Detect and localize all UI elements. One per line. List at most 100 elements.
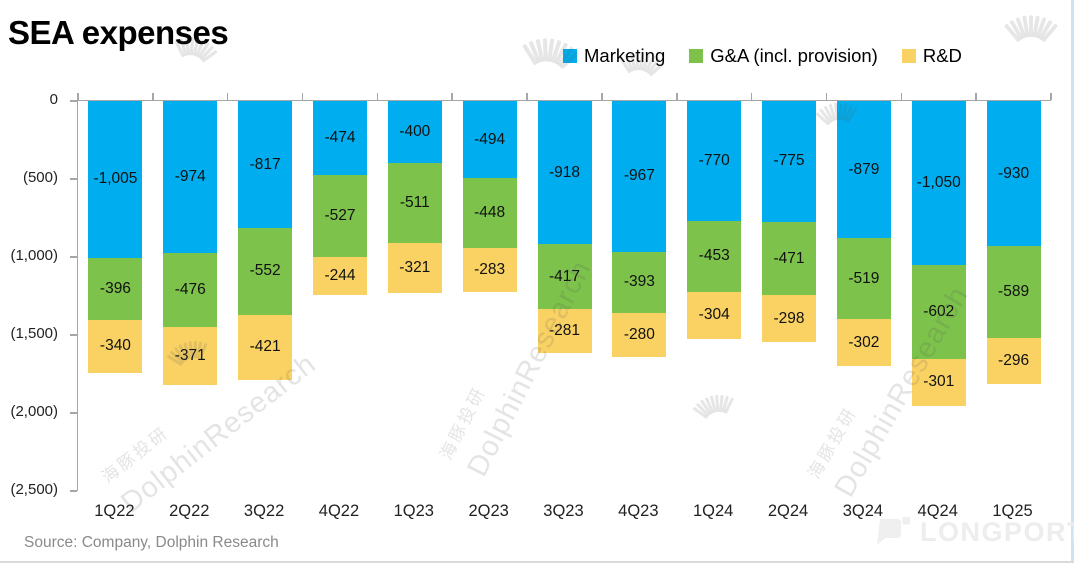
legend: Marketing G&A (incl. provision) R&D xyxy=(563,45,962,67)
x-tick-label-1Q25: 1Q25 xyxy=(992,502,1033,520)
segment-value-label: -321 xyxy=(399,259,431,277)
bar-segment-marketing-4Q22: -474 xyxy=(312,101,367,175)
segment-value-label: -519 xyxy=(848,269,880,287)
bar-segment-r-d-4Q23: -280 xyxy=(612,313,667,357)
y-axis-tick xyxy=(70,100,77,102)
y-axis-tick xyxy=(70,256,77,258)
bar-segment-marketing-1Q22: -1,005 xyxy=(88,101,143,258)
segment-value-label: -602 xyxy=(923,302,955,320)
legend-label: R&D xyxy=(922,45,962,66)
segment-value-label: -298 xyxy=(773,309,805,327)
y-axis-tick xyxy=(70,490,77,492)
segment-value-label: -340 xyxy=(99,337,131,355)
legend-swatch xyxy=(901,49,916,63)
bar-segment-g-a-incl-provision-4Q23: -393 xyxy=(612,251,667,314)
bar-segment-marketing-2Q24: -775 xyxy=(762,101,817,222)
legend-label: Marketing xyxy=(584,45,666,66)
legend-label: G&A (incl. provision) xyxy=(710,45,878,66)
x-tick-label-4Q23: 4Q23 xyxy=(618,502,659,520)
bar-segment-g-a-incl-provision-1Q23: -511 xyxy=(387,163,442,244)
bar-segment-r-d-3Q23: -281 xyxy=(537,309,592,354)
longport-wordmark: LONGPORT xyxy=(920,516,1074,547)
x-tick-label-4Q22: 4Q22 xyxy=(318,502,360,520)
x-tick-label-2Q24: 2Q24 xyxy=(767,502,809,520)
y-tick-label: (500) xyxy=(22,169,58,186)
y-tick-label: (1,000) xyxy=(10,247,58,264)
segment-value-label: -400 xyxy=(399,123,431,141)
bar-segment-g-a-incl-provision-3Q24: -519 xyxy=(836,238,891,320)
segment-value-label: -281 xyxy=(548,322,581,340)
legend-item-g-a-incl-provision: G&A (incl. provision) xyxy=(689,45,878,67)
segment-value-label: -476 xyxy=(174,281,206,299)
bar-segment-g-a-incl-provision-2Q23: -448 xyxy=(462,178,517,248)
segment-value-label: -817 xyxy=(249,155,281,173)
x-tick-label-2Q23: 2Q23 xyxy=(468,502,509,520)
segment-value-label: -302 xyxy=(848,333,880,351)
legend-item-marketing: Marketing xyxy=(563,45,665,67)
longport-logo: LONGPORT xyxy=(872,512,1074,552)
x-axis-tick xyxy=(601,93,603,100)
x-tick-label-1Q23: 1Q23 xyxy=(393,502,434,520)
x-axis-tick xyxy=(975,93,977,100)
dolphin-logo-watermark-icon xyxy=(1002,2,1060,65)
bar-segment-r-d-2Q22: -371 xyxy=(163,327,218,386)
segment-value-label: -393 xyxy=(623,273,655,291)
x-tick-label-1Q22: 1Q22 xyxy=(94,502,135,520)
segment-value-label: -371 xyxy=(174,347,206,365)
segment-value-label: -301 xyxy=(923,373,955,391)
bar-segment-marketing-4Q24: -1,050 xyxy=(911,101,966,265)
x-tick-label-2Q22: 2Q22 xyxy=(169,502,210,520)
bar-segment-marketing-2Q22: -974 xyxy=(163,101,218,253)
segment-value-label: -421 xyxy=(249,338,281,356)
chart-title: SEA expenses xyxy=(8,14,229,51)
y-axis-tick xyxy=(70,334,77,336)
segment-value-label: -527 xyxy=(324,207,356,225)
bar-segment-marketing-1Q23: -400 xyxy=(387,101,442,164)
longport-bubble-icon xyxy=(877,517,910,545)
bar-segment-g-a-incl-provision-4Q22: -527 xyxy=(312,174,367,258)
plot-area: -1,005 -396 -340 -974 -476 -371 -817 -552 -421 -4… xyxy=(70,93,1052,492)
bar-segment-marketing-1Q24: -770 xyxy=(687,101,742,222)
bar-segment-g-a-incl-provision-3Q22: -552 xyxy=(238,228,293,315)
x-tick-label-1Q24: 1Q24 xyxy=(693,502,734,520)
bar-segment-g-a-incl-provision-4Q24: -602 xyxy=(911,264,966,359)
screenshot-right-border xyxy=(1071,0,1074,563)
bar-segment-r-d-3Q24: -302 xyxy=(836,319,891,367)
source-note: Source: Company, Dolphin Research xyxy=(24,534,279,551)
segment-value-label: -448 xyxy=(474,204,506,221)
segment-value-label: -396 xyxy=(99,279,131,297)
segment-value-label: -474 xyxy=(324,128,356,146)
y-tick-label: (2,500) xyxy=(10,481,58,498)
bar-segment-marketing-1Q25: -930 xyxy=(986,101,1041,247)
segment-value-label: -918 xyxy=(548,163,581,181)
segment-value-label: -494 xyxy=(474,130,506,148)
legend-item-r-d: R&D xyxy=(901,45,962,67)
y-axis-labels: 0 (500) (1,000) (1,500) (2,000) (2,500) xyxy=(0,91,58,498)
segment-value-label: -967 xyxy=(623,167,655,185)
x-axis-tick xyxy=(1050,93,1052,100)
segment-value-label: -511 xyxy=(399,194,430,212)
bar-segment-marketing-4Q23: -967 xyxy=(612,101,667,252)
segment-value-label: -930 xyxy=(998,164,1030,182)
segment-value-label: -589 xyxy=(998,283,1030,301)
x-axis-tick xyxy=(301,93,304,100)
bar-segment-r-d-3Q22: -421 xyxy=(238,314,293,381)
segment-value-label: -471 xyxy=(773,249,805,267)
bar-segment-r-d-4Q22: -244 xyxy=(312,257,367,296)
segment-value-label: -244 xyxy=(324,267,356,285)
segment-value-label: -775 xyxy=(773,152,805,170)
x-axis-tick xyxy=(152,93,154,100)
x-axis-tick xyxy=(750,93,753,100)
bar-segment-r-d-1Q25: -296 xyxy=(986,337,1041,385)
bar-segment-marketing-3Q22: -817 xyxy=(238,101,293,229)
segment-value-label: -552 xyxy=(249,262,281,280)
segment-value-label: -770 xyxy=(698,152,730,170)
x-tick-label-3Q22: 3Q22 xyxy=(243,502,285,520)
bar-segment-r-d-1Q23: -321 xyxy=(387,243,442,294)
screenshot-bottom-border xyxy=(0,561,1074,563)
x-tick-label-3Q23: 3Q23 xyxy=(543,502,584,520)
legend-swatch xyxy=(563,49,577,63)
segment-value-label: -296 xyxy=(998,352,1030,370)
bar-segment-g-a-incl-provision-3Q23: -417 xyxy=(537,244,592,310)
